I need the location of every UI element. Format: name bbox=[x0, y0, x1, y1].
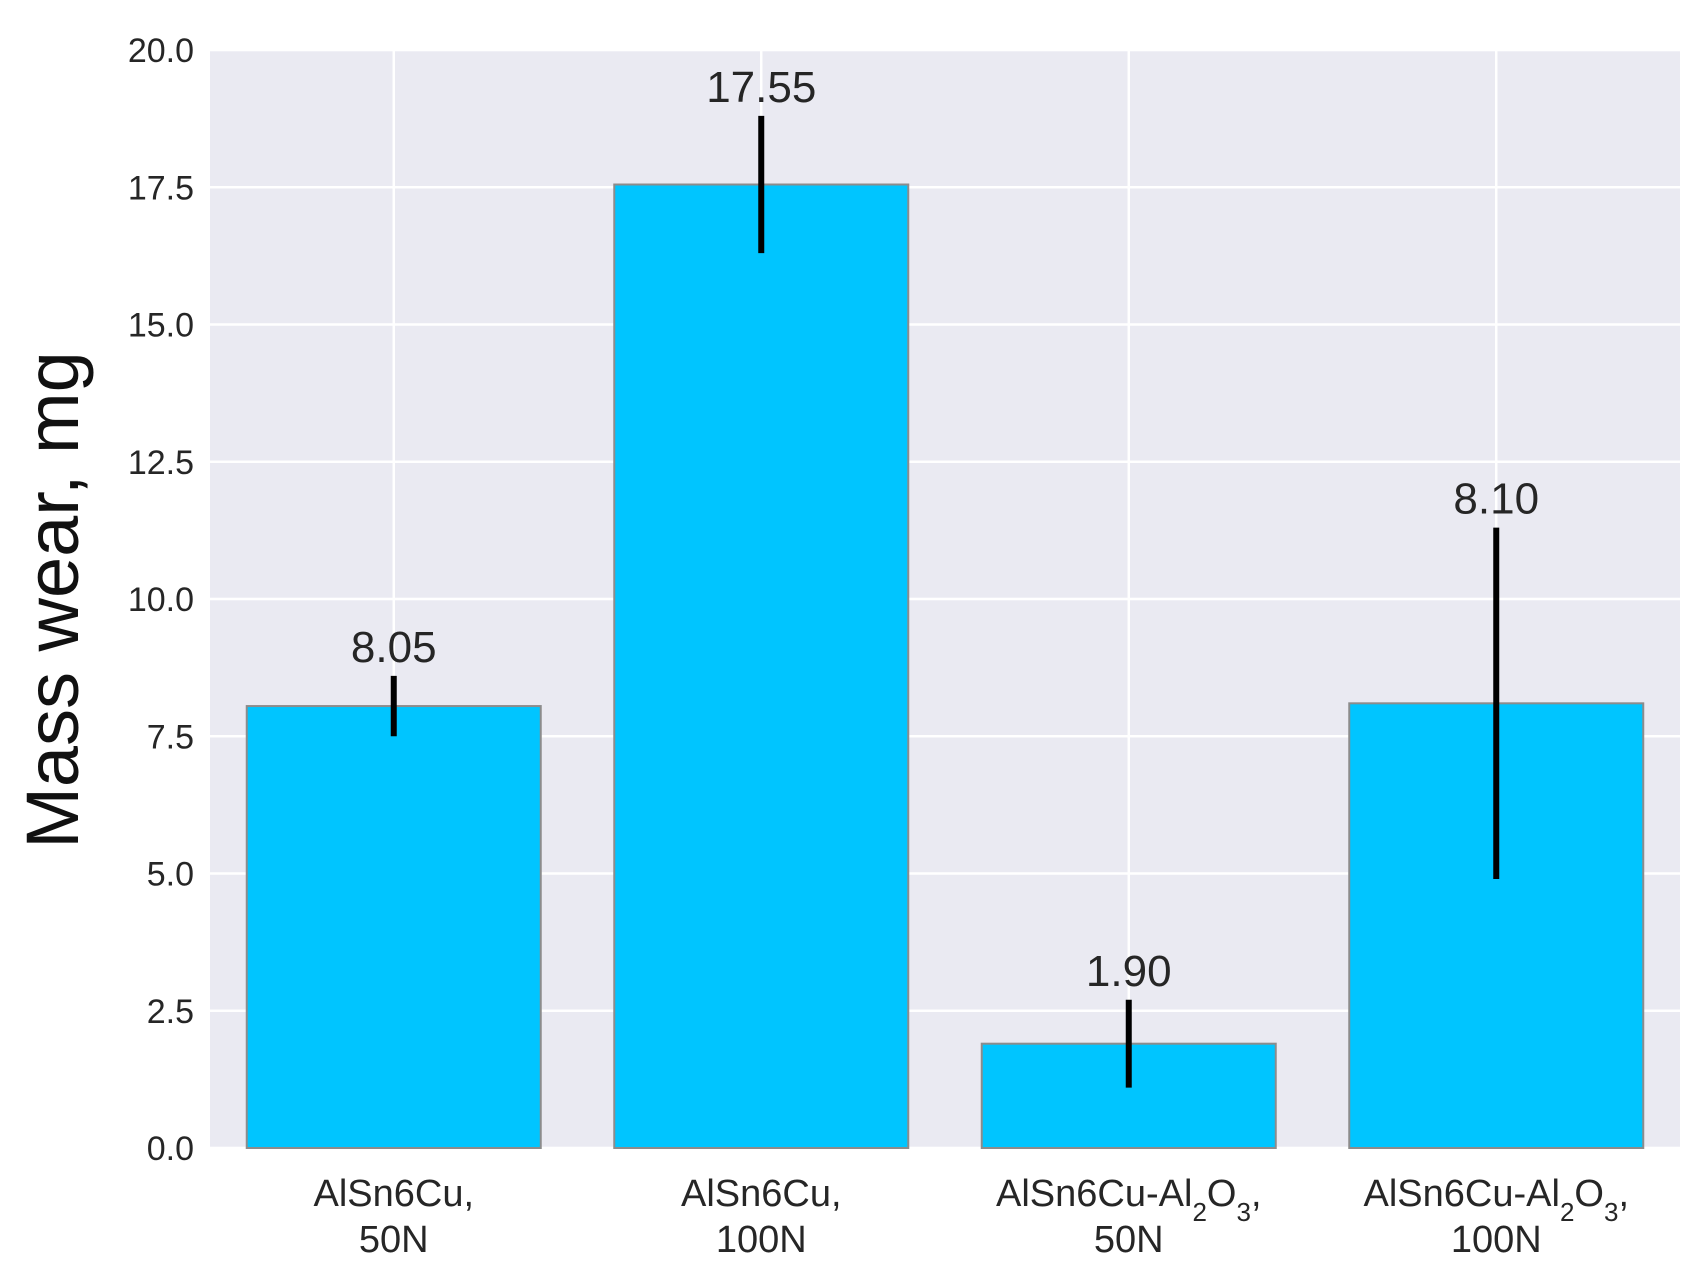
y-tick-label: 10.0 bbox=[128, 581, 194, 619]
y-tick-label: 20.0 bbox=[128, 32, 194, 70]
x-tick-label: AlSn6Cu-Al2O3, bbox=[1363, 1173, 1629, 1227]
y-tick-label: 17.5 bbox=[128, 169, 194, 207]
y-axis-title: Mass wear, mg bbox=[11, 351, 94, 849]
y-tick-label: 12.5 bbox=[128, 444, 194, 482]
x-tick-label: AlSn6Cu, bbox=[313, 1173, 474, 1215]
data-label: 8.05 bbox=[351, 623, 437, 672]
data-label: 1.90 bbox=[1086, 947, 1172, 996]
data-label: 17.55 bbox=[706, 63, 816, 112]
bar bbox=[613, 183, 910, 1149]
x-tick-labels: AlSn6Cu,50NAlSn6Cu,100NAlSn6Cu-Al2O3,50N… bbox=[313, 1173, 1629, 1261]
x-tick-label: 100N bbox=[1451, 1219, 1542, 1261]
y-tick-label: 15.0 bbox=[128, 307, 194, 345]
y-tick-label: 5.0 bbox=[147, 856, 194, 894]
x-tick-label: 50N bbox=[359, 1219, 429, 1261]
y-tick-label: 2.5 bbox=[147, 993, 194, 1031]
bar bbox=[245, 705, 542, 1149]
x-tick-label: AlSn6Cu-Al2O3, bbox=[996, 1173, 1262, 1227]
value-labels: 8.05 17.55 1.90 8.10 bbox=[351, 63, 1539, 996]
error-bars bbox=[390, 115, 1500, 1088]
x-tick-label: 100N bbox=[716, 1219, 807, 1261]
data-label: 8.10 bbox=[1453, 475, 1539, 524]
x-tick-label: 50N bbox=[1094, 1219, 1164, 1261]
y-tick-label: 7.5 bbox=[147, 718, 194, 756]
y-tick-label: 0.0 bbox=[147, 1130, 194, 1168]
bar bbox=[980, 1042, 1277, 1149]
x-tick-label: AlSn6Cu, bbox=[681, 1173, 842, 1215]
y-tick-labels: 0.0 2.5 5.0 7.5 10.0 12.5 15.0 17.5 20.0 bbox=[128, 32, 194, 1168]
